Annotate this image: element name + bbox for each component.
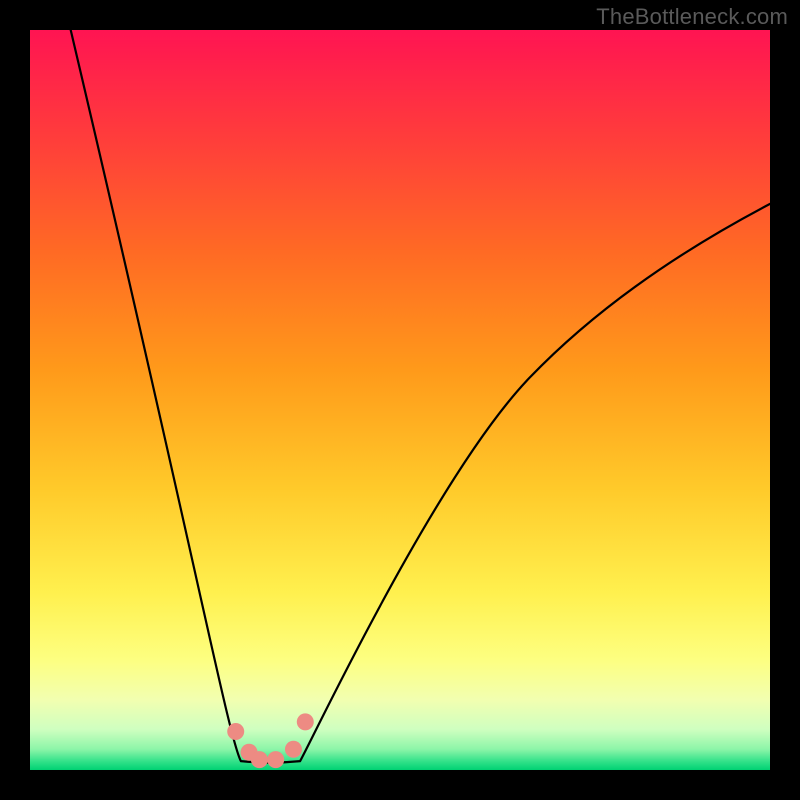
bottleneck-curve <box>71 30 770 763</box>
curve-layer <box>30 30 770 770</box>
trough-marker <box>267 751 284 768</box>
trough-marker <box>227 723 244 740</box>
plot-area <box>30 30 770 770</box>
trough-marker <box>297 713 314 730</box>
trough-marker <box>251 751 268 768</box>
watermark-text: TheBottleneck.com <box>596 4 788 30</box>
trough-marker <box>285 741 302 758</box>
